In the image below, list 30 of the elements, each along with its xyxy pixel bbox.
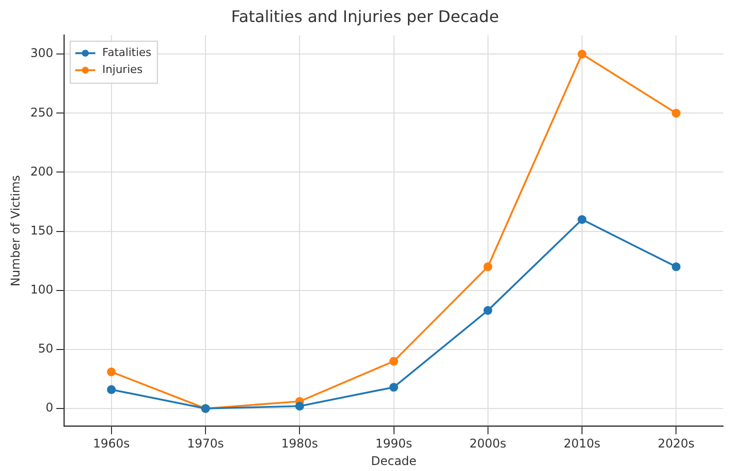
point [106, 367, 116, 376]
y-tick-label: 0 [46, 400, 54, 415]
point [295, 402, 304, 411]
y-tick-label: 200 [30, 164, 54, 178]
x-tick-label: 2010s [564, 436, 600, 451]
legend-label: Fatalities [102, 46, 152, 60]
x-tick-label: 2020s [658, 436, 695, 451]
x-tick-label: 1960s [92, 436, 130, 451]
point [672, 262, 681, 272]
y-tick-label: 100 [30, 282, 54, 296]
point [389, 356, 398, 366]
x-axis-title: Decade [370, 454, 417, 468]
legend-label: Injuries [102, 63, 143, 76]
point [578, 50, 586, 58]
y-tick-label: 250 [30, 105, 54, 120]
y-tick-label: 50 [38, 342, 54, 356]
x-tick-label: 2000s [469, 436, 506, 451]
x-tick-label: 1970s [187, 436, 224, 451]
point [389, 382, 398, 392]
point [672, 108, 681, 118]
y-tick-label: 300 [30, 46, 54, 60]
point [106, 385, 116, 394]
x-tick-label: 1980s [281, 436, 318, 451]
y-tick-label: 150 [30, 223, 54, 238]
point [483, 262, 492, 272]
chart-title: Fatalities and Injuries per Decade [231, 6, 499, 26]
point [483, 306, 492, 315]
point [578, 215, 586, 224]
x-tick-label: 1990s [375, 436, 412, 451]
y-axis-title: Number of Victims [8, 175, 22, 286]
